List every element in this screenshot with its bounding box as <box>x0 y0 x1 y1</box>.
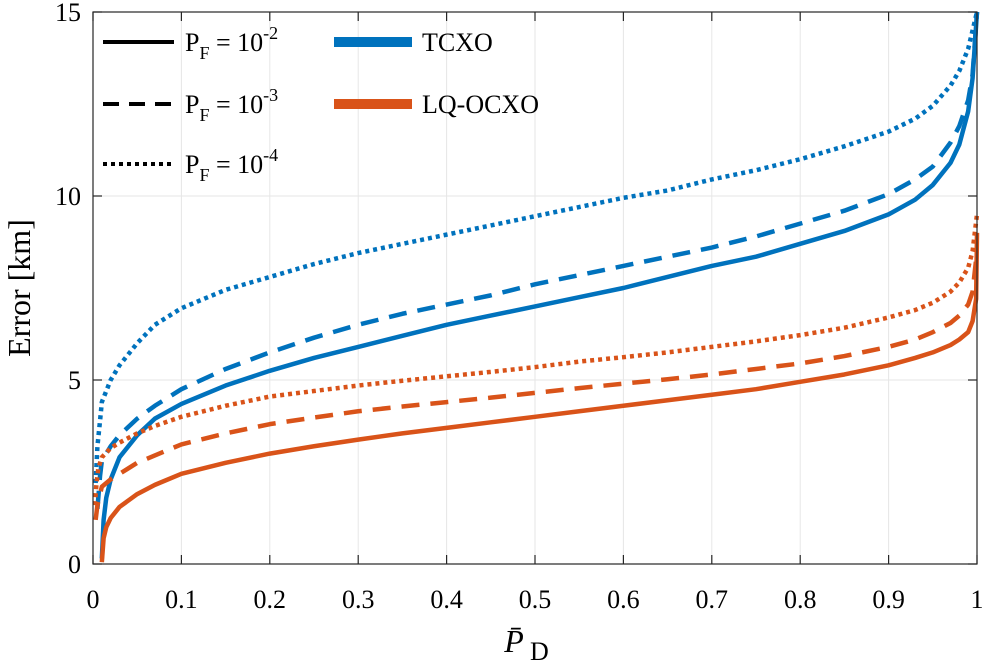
legend-label-pf-3: PF = 10-3 <box>185 85 278 125</box>
y-tick-label: 5 <box>68 366 81 395</box>
series-line-lq-ocxo-dashed <box>93 250 980 521</box>
x-tick-label: 0.3 <box>342 585 375 614</box>
x-tick-label: 0.6 <box>607 585 640 614</box>
legend: PF = 10-2 PF = 10-3 PF = 10-4 TCXO LQ-OC… <box>103 23 539 185</box>
legend-entry-lq-ocxo: LQ-OCXO <box>334 90 539 119</box>
series-line-tcxo-dotted <box>93 11 980 484</box>
legend-entry-pf-2: PF = 10-2 <box>103 23 278 63</box>
y-tick-labels: 0 5 10 15 <box>55 0 81 579</box>
legend-entry-pf-3: PF = 10-3 <box>103 85 278 125</box>
x-tick-label: 1 <box>971 585 984 614</box>
x-tick-label: 0.1 <box>165 585 198 614</box>
y-tick-label: 10 <box>55 182 81 211</box>
y-axis-title: Error [km] <box>1 219 37 357</box>
x-tick-labels: 0 0.1 0.2 0.3 0.4 0.5 0.6 0.7 0.8 0.9 1 <box>87 585 984 614</box>
y-tick-label: 15 <box>55 0 81 27</box>
legend-label-lq-ocxo: LQ-OCXO <box>422 90 539 119</box>
ticks <box>92 11 978 565</box>
x-tick-label: 0.2 <box>254 585 287 614</box>
x-axis-title-sub: D <box>530 637 549 666</box>
series-layer <box>92 11 980 563</box>
x-tick-label: 0.9 <box>872 585 905 614</box>
series-line-tcxo-dashed <box>95 11 980 509</box>
legend-label-pf-2: PF = 10-2 <box>185 23 278 63</box>
x-axis-title-main: P̄ <box>503 623 524 659</box>
legend-entry-pf-4: PF = 10-4 <box>103 145 278 185</box>
legend-label-tcxo: TCXO <box>422 28 493 57</box>
x-tick-label: 0.8 <box>784 585 817 614</box>
x-tick-label: 0.5 <box>519 585 552 614</box>
series-line-lq-ocxo-solid <box>99 232 980 563</box>
x-tick-label: 0 <box>87 585 100 614</box>
series-line-lq-ocxo-dotted <box>92 214 980 506</box>
x-axis-title: P̄ D <box>503 623 549 666</box>
x-tick-label: 0.7 <box>696 585 729 614</box>
y-tick-label: 0 <box>68 550 81 579</box>
legend-label-pf-4: PF = 10-4 <box>185 145 278 185</box>
legend-entry-tcxo: TCXO <box>334 28 493 57</box>
x-tick-label: 0.4 <box>430 585 463 614</box>
